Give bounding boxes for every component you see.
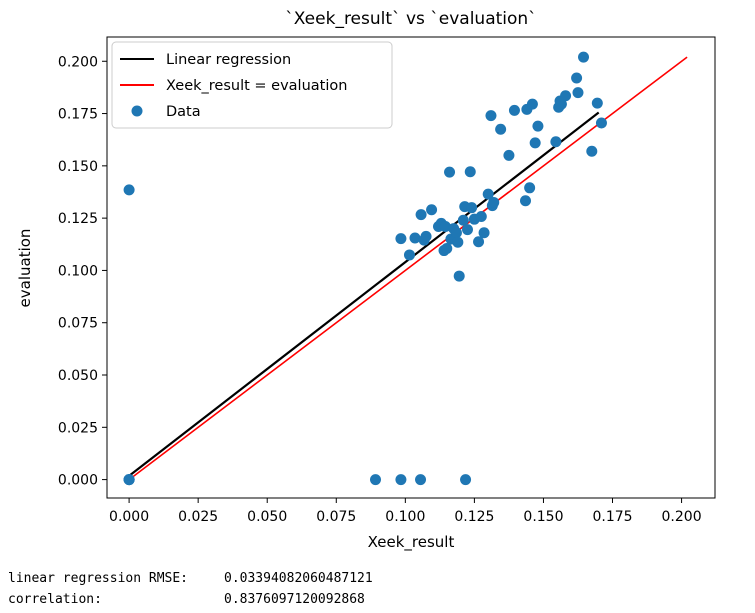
y-axis-label: evaluation [16, 229, 34, 308]
x-tick-label-3: 0.075 [316, 509, 356, 525]
data-point-37 [485, 110, 497, 122]
x-tick-label-4: 0.100 [385, 509, 425, 525]
data-point-46 [526, 98, 538, 110]
data-point-55 [572, 87, 584, 99]
data-point-20 [439, 221, 451, 233]
data-point-7 [415, 474, 427, 486]
data-point-42 [508, 104, 520, 116]
data-point-6 [395, 474, 407, 486]
data-point-27 [457, 214, 469, 226]
data-point-12 [415, 209, 427, 221]
data-point-19 [441, 242, 453, 254]
y-tick-label-5: 0.125 [58, 211, 98, 227]
data-point-25 [453, 270, 465, 282]
data-point-8 [460, 474, 472, 486]
data-point-0 [123, 184, 135, 196]
data-point-57 [586, 145, 598, 157]
data-point-33 [473, 236, 485, 248]
cell-output: linear regression RMSE: 0.03394082060487… [8, 568, 373, 610]
data-point-14 [418, 234, 430, 246]
legend-data-swatch [131, 105, 143, 117]
data-point-54 [571, 72, 583, 84]
data-point-9 [395, 233, 407, 245]
y-tick-label-3: 0.075 [58, 316, 98, 332]
data-point-11 [409, 232, 421, 244]
data-point-35 [478, 227, 490, 239]
data-point-59 [595, 117, 607, 129]
legend-data-label: Data [166, 104, 201, 120]
rmse-label: linear regression RMSE: [8, 571, 189, 586]
data-point-52 [555, 98, 567, 110]
correlation-row: correlation: 0.8376097120092868 [8, 589, 373, 610]
x-axis-label: Xeek_result [368, 533, 455, 552]
identity-line [128, 56, 688, 481]
scatter-chart: `Xeek_result` vs `evaluation` 0.000 0.025… [16, 9, 716, 552]
data-point-53 [560, 90, 572, 102]
x-tick-label-6: 0.150 [523, 509, 563, 525]
data-point-31 [466, 202, 478, 214]
data-point-45 [524, 182, 536, 194]
data-point-29 [461, 224, 473, 236]
y-tick-label-4: 0.100 [58, 263, 98, 279]
data-point-15 [426, 204, 438, 216]
legend: Linear regression Xeek_result = evaluatio… [111, 41, 393, 129]
axes: 0.000 0.025 0.050 0.075 0.100 0.125 0.150 0.175… [58, 36, 716, 525]
x-tick-label-5: 0.125 [454, 509, 494, 525]
data-point-34 [475, 210, 487, 222]
correlation-label: correlation: [8, 592, 102, 607]
x-tick-label-0: 0.000 [109, 509, 149, 525]
data-point-41 [503, 149, 515, 161]
correlation-value: 0.8376097120092868 [224, 592, 365, 607]
data-point-40 [495, 123, 507, 135]
data-point-30 [464, 166, 476, 178]
data-point-49 [550, 136, 562, 148]
data-point-21 [444, 166, 456, 178]
x-tick-label-8: 0.200 [662, 509, 702, 525]
data-point-48 [532, 120, 544, 132]
data-point-39 [488, 196, 500, 208]
legend-identity-label: Xeek_result = evaluation [166, 78, 347, 94]
y-tick-label-6: 0.150 [58, 159, 98, 175]
data-point-43 [520, 195, 532, 207]
x-tick-label-7: 0.175 [592, 509, 632, 525]
legend-regression-label: Linear regression [166, 52, 291, 68]
y-tick-label-1: 0.025 [58, 420, 98, 436]
x-tick-label-2: 0.050 [247, 509, 287, 525]
data-point-26 [452, 236, 464, 248]
chart-title: `Xeek_result` vs `evaluation` [285, 9, 536, 29]
regression-line [128, 111, 600, 477]
data-point-24 [450, 227, 462, 239]
data-point-56 [578, 51, 590, 63]
data-point-10 [403, 249, 415, 261]
y-tick-label-8: 0.200 [58, 54, 98, 70]
data-point-36 [482, 188, 494, 200]
plot-area [123, 51, 688, 486]
x-tick-label-1: 0.025 [178, 509, 218, 525]
rmse-row: linear regression RMSE: 0.03394082060487… [8, 568, 373, 589]
data-point-58 [591, 97, 603, 109]
data-point-47 [529, 137, 541, 149]
y-tick-label-2: 0.050 [58, 368, 98, 384]
legend-box [111, 41, 393, 129]
data-point-5 [370, 474, 382, 486]
rmse-value: 0.03394082060487121 [224, 571, 373, 586]
y-tick-label-7: 0.175 [58, 107, 98, 123]
y-tick-label-0: 0.000 [58, 473, 98, 489]
axes-frame [106, 36, 716, 499]
data-point-4 [123, 474, 135, 486]
